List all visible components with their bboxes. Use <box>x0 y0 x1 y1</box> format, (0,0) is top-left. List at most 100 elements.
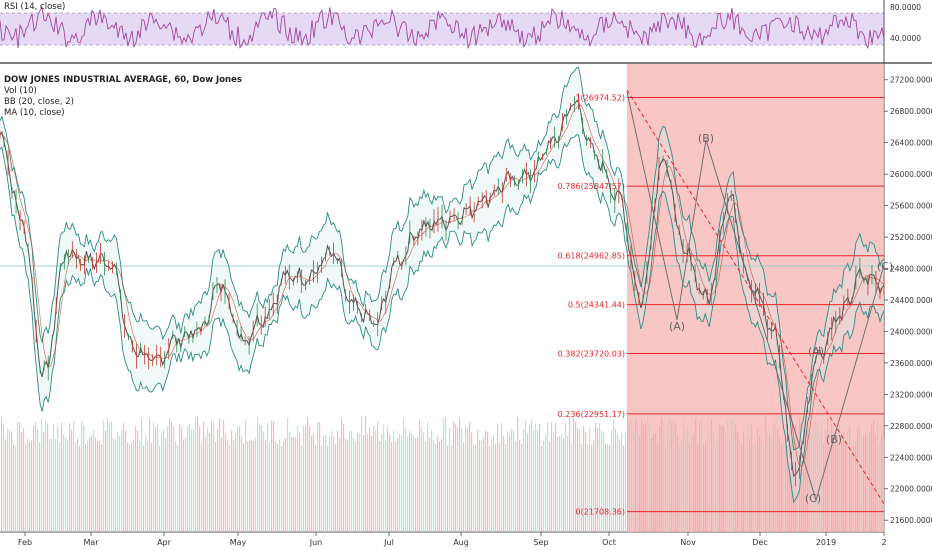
volume-bar <box>801 437 803 532</box>
volume-bar <box>65 437 67 532</box>
volume-bar <box>529 424 531 532</box>
volume-bar <box>509 435 511 532</box>
volume-bar <box>835 430 837 532</box>
volume-bar <box>701 419 703 532</box>
volume-bar <box>491 439 493 532</box>
volume-bar <box>677 435 679 532</box>
volume-bar <box>607 443 609 532</box>
volume-bar <box>403 417 405 532</box>
volume-bar <box>151 442 153 532</box>
wave-label: (C) <box>805 492 821 505</box>
volume-bar <box>655 432 657 532</box>
volume-bar <box>437 435 439 532</box>
volume-bar <box>201 442 203 532</box>
volume-bar <box>847 430 849 532</box>
volume-bar <box>765 416 767 532</box>
volume-bar <box>277 444 279 532</box>
volume-bar <box>549 441 551 532</box>
volume-bar <box>487 431 489 532</box>
volume-bar <box>391 442 393 532</box>
volume-bar <box>839 423 841 532</box>
volume-bar <box>371 435 373 532</box>
volume-bar <box>75 441 77 532</box>
volume-bar <box>407 436 409 532</box>
volume-bar <box>205 436 207 532</box>
volume-bar <box>79 445 81 532</box>
volume-bar <box>411 432 413 532</box>
fib-label: 0.382(23720.03) <box>558 349 625 358</box>
volume-bar <box>373 425 375 532</box>
volume-bar <box>661 417 663 532</box>
volume-bar <box>213 422 215 532</box>
volume-bar <box>525 419 527 532</box>
volume-bar <box>81 421 83 532</box>
volume-bar <box>89 437 91 532</box>
volume-bar <box>819 436 821 532</box>
volume-bar <box>259 423 261 532</box>
volume-bar <box>33 425 35 532</box>
volume-bar <box>229 444 231 532</box>
volume-bar <box>325 434 327 532</box>
volume-bar <box>431 430 433 532</box>
volume-bar <box>699 422 701 532</box>
volume-bar <box>287 418 289 532</box>
volume-bar <box>57 426 59 532</box>
volume-bar <box>345 439 347 532</box>
volume-bar <box>293 436 295 532</box>
volume-bar <box>399 434 401 532</box>
volume-bar <box>681 440 683 532</box>
volume-bar <box>195 417 197 532</box>
volume-bar <box>469 422 471 532</box>
volume-bar <box>253 440 255 532</box>
volume-bar <box>211 421 213 532</box>
volume-bar <box>49 438 51 532</box>
volume-bar <box>143 445 145 532</box>
volume-bar <box>781 444 783 532</box>
volume-bar <box>119 436 121 532</box>
rsi-axis: 80.0000 40.0000 <box>890 3 921 43</box>
volume-bar <box>499 443 501 532</box>
x-tick-label: Jun <box>309 538 323 547</box>
rsi-band <box>0 13 884 45</box>
volume-bar <box>245 419 247 532</box>
volume-bar <box>415 438 417 532</box>
volume-bar <box>185 437 187 532</box>
volume-bar <box>397 438 399 532</box>
volume-bar <box>223 420 225 532</box>
volume-bar <box>461 427 463 532</box>
volume-bar <box>15 445 17 532</box>
volume-bar <box>511 428 513 532</box>
volume-bar <box>711 418 713 532</box>
volume-bar <box>639 437 641 532</box>
volume-bar <box>131 442 133 532</box>
y-tick-label: 22400.0000 <box>890 453 932 462</box>
volume-bar <box>179 423 181 532</box>
volume-bar <box>419 419 421 532</box>
y-tick-label: 25600.0000 <box>890 202 932 211</box>
y-tick-label: 23600.0000 <box>890 359 932 368</box>
volume-bar <box>341 418 343 532</box>
volume-bar <box>29 441 31 532</box>
fib-label: 0.5(24341.44) <box>568 301 625 310</box>
volume-bar <box>303 425 305 532</box>
volume-bar <box>141 418 143 532</box>
volume-bar <box>405 428 407 532</box>
volume-bars <box>1 416 885 532</box>
volume-bar <box>37 429 39 532</box>
volume-bar <box>101 444 103 532</box>
volume-bar <box>21 432 23 532</box>
volume-bar <box>749 438 751 532</box>
volume-bar <box>581 444 583 532</box>
volume-bar <box>573 417 575 532</box>
volume-bar <box>5 439 7 532</box>
y-tick-label: 24400.0000 <box>890 296 932 305</box>
volume-bar <box>219 418 221 532</box>
volume-bar <box>473 445 475 532</box>
volume-bar <box>237 426 239 532</box>
volume-bar <box>517 416 519 532</box>
volume-bar <box>883 437 885 532</box>
volume-bar <box>647 418 649 532</box>
volume-bar <box>593 439 595 532</box>
volume-bar <box>335 444 337 532</box>
y-tick-label: 26800.0000 <box>890 107 932 116</box>
